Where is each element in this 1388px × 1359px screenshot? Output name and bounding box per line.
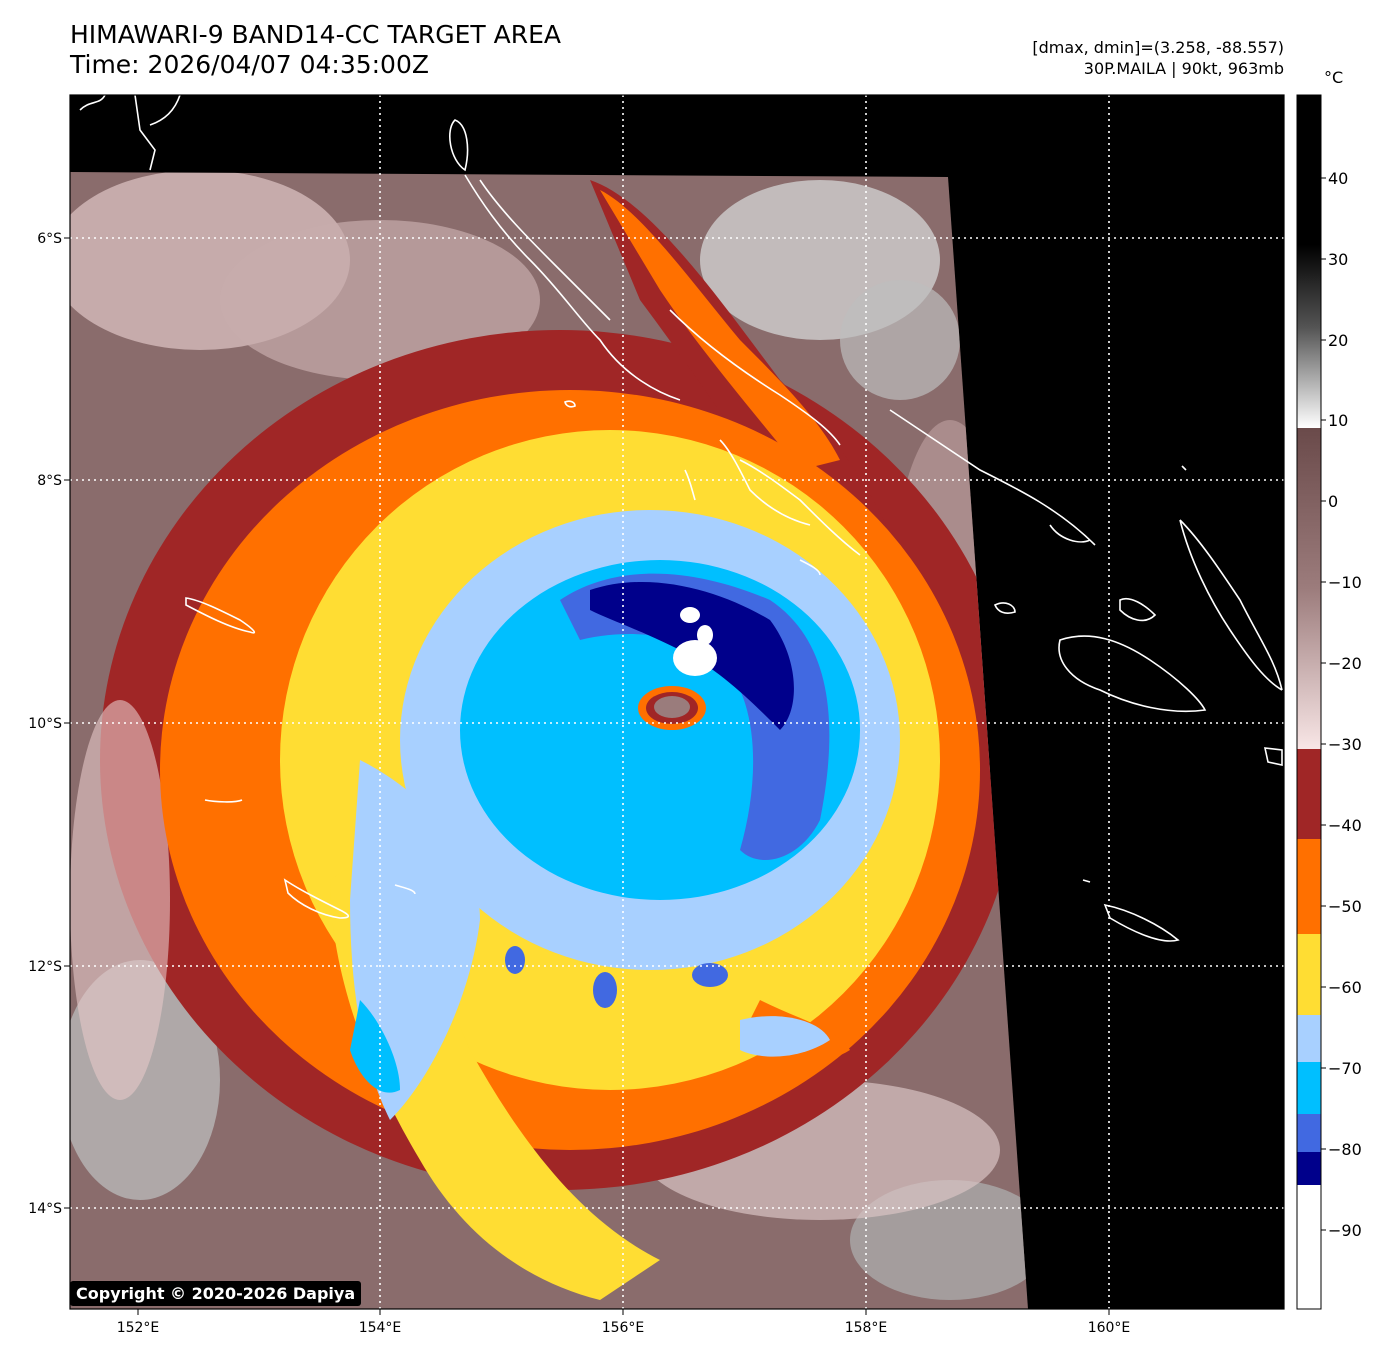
lon-label: 158°E [845,1320,888,1336]
title-line-1: HIMAWARI-9 BAND14-CC TARGET AREA [70,20,562,49]
copyright-badge: Copyright © 2020-2026 Dapiya [70,1281,362,1306]
plot-frame [69,94,1285,1310]
colorbar-tick-label: 0 [1328,492,1338,511]
lon-label: 160°E [1088,1320,1131,1336]
lat-label: 8°S [37,473,62,489]
colorbar-tick-label: −90 [1328,1221,1362,1240]
storm-info-text: 30P.MAILA | 90kt, 963mb [1083,59,1284,78]
lat-label: 6°S [37,231,62,247]
colorbar [1296,94,1322,1310]
dmax-dmin-text: [dmax, dmin]=(3.258, -88.557) [1032,38,1284,57]
colorbar-tick-label: 10 [1328,411,1348,430]
title-block: HIMAWARI-9 BAND14-CC TARGET AREA Time: 2… [70,20,561,80]
lat-label: 12°S [28,959,62,975]
lon-label: 156°E [602,1320,645,1336]
colorbar-tick-label: −80 [1328,1140,1362,1159]
title-line-2: Time: 2026/04/07 04:35:00Z [70,50,429,79]
colorbar-tick-label: −30 [1328,735,1362,754]
lon-label: 152°E [117,1320,160,1336]
colorbar-tick-label: 30 [1328,250,1348,269]
colorbar-unit: °C [1324,68,1344,87]
meta-block: [dmax, dmin]=(3.258, -88.557) 30P.MAILA … [1032,37,1284,79]
cloud-field [70,172,1028,1309]
colorbar-tick-label: −40 [1328,816,1362,835]
colorbar-tick-label: −50 [1328,897,1362,916]
colorbar-tick-label: −70 [1328,1059,1362,1078]
colorbar-ticks: 40 30 20 10 0 −10 −20 −30 −40 −50 −60 −7… [1328,169,1362,1240]
colorbar-tick-label: −20 [1328,654,1362,673]
lat-label: 14°S [28,1201,62,1217]
colorbar-tick-label: 40 [1328,169,1348,188]
colorbar-tick-label: −60 [1328,978,1362,997]
graticule [70,95,1284,1309]
colorbar-tick-label: 20 [1328,331,1348,350]
coastlines [79,95,1283,942]
lon-label: 154°E [359,1320,402,1336]
colorbar-tick-label: −10 [1328,573,1362,592]
lat-label: 10°S [28,716,62,732]
